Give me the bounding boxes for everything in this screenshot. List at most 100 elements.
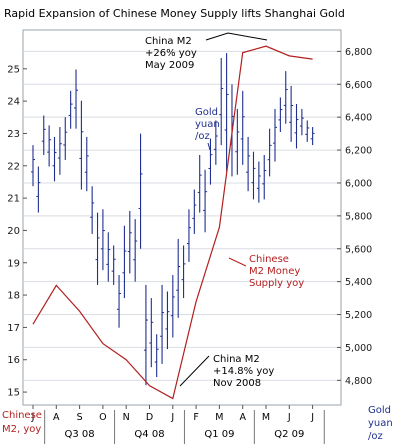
month-label: M bbox=[215, 412, 223, 423]
gold-bar bbox=[149, 298, 154, 368]
left-axis-ticks: 25 24 23 22 21 20 19 18 17 16 15 bbox=[7, 64, 27, 399]
gold-bar bbox=[310, 127, 315, 146]
gold-bar bbox=[186, 209, 191, 262]
right-tick-label: 5,400 bbox=[345, 277, 372, 288]
month-label: J bbox=[31, 412, 35, 423]
month-label: A bbox=[239, 412, 246, 423]
gold-bar bbox=[272, 108, 277, 162]
gold-bar bbox=[294, 104, 299, 149]
gold-bar bbox=[235, 108, 240, 175]
gold-bar bbox=[197, 155, 202, 213]
gold-bar bbox=[47, 125, 52, 167]
gold-bar bbox=[52, 136, 57, 182]
right-tick-label: 5,200 bbox=[345, 310, 372, 321]
annotation-leaders bbox=[179, 32, 268, 387]
quarter-label: Q1 09 bbox=[204, 429, 234, 440]
gold-bar bbox=[117, 275, 122, 328]
quarter-label: Q4 08 bbox=[134, 429, 164, 440]
quarter-label: Q2 09 bbox=[274, 429, 304, 440]
month-label: S bbox=[77, 412, 83, 423]
gold-bar bbox=[57, 127, 62, 175]
gold-bar bbox=[68, 90, 73, 129]
annotation-text: China M2 bbox=[213, 354, 260, 365]
gold-bar bbox=[283, 71, 288, 124]
gold-bar bbox=[299, 108, 304, 136]
gold-bar bbox=[213, 120, 218, 165]
left-tick-label: 20 bbox=[7, 226, 20, 237]
right-tick-label: 6,800 bbox=[345, 47, 372, 58]
gold-bar bbox=[133, 219, 138, 282]
left-tick-label: 21 bbox=[7, 194, 20, 205]
gold-bar bbox=[95, 212, 100, 285]
gold-bar bbox=[160, 284, 165, 364]
left-tick-label: 15 bbox=[7, 388, 20, 399]
month-label: A bbox=[53, 412, 60, 423]
left-tick-label: 24 bbox=[7, 97, 20, 108]
left-tick-label: 25 bbox=[7, 64, 20, 75]
month-label: O bbox=[99, 412, 106, 423]
gold-bar bbox=[127, 210, 132, 274]
left-tick-label: 23 bbox=[7, 129, 20, 140]
left-tick-label: 19 bbox=[7, 258, 20, 269]
right-tick-label: 6,600 bbox=[345, 80, 372, 91]
right-axis-label-line1: Gold bbox=[368, 405, 391, 416]
month-label: J bbox=[310, 412, 314, 423]
gold-bar bbox=[84, 136, 89, 192]
gold-bar bbox=[203, 169, 208, 233]
gold-bar bbox=[74, 69, 79, 129]
x-axis: J A S O N D J F M A M J J Q3 08 Q4 08 Q1 09 Q2 09 bbox=[31, 405, 325, 444]
chart-title: Rapid Expansion of Chinese Money Supply … bbox=[4, 7, 345, 20]
gold-bar bbox=[36, 166, 41, 213]
month-label: M bbox=[262, 412, 270, 423]
gold-bar bbox=[143, 284, 148, 386]
gold-bar bbox=[289, 85, 294, 142]
right-axis-label-line2: yuan bbox=[368, 418, 393, 429]
gold-bar bbox=[262, 155, 267, 200]
right-tick-label: 6,200 bbox=[345, 146, 372, 157]
right-tick-label: 5,600 bbox=[345, 244, 372, 255]
annotation-text: China M2 bbox=[145, 36, 192, 47]
gold-bar bbox=[31, 145, 35, 187]
gold-bar bbox=[41, 115, 46, 155]
annotation-leader-line bbox=[207, 142, 211, 151]
month-label: J bbox=[287, 412, 291, 423]
gold-bar bbox=[181, 245, 186, 299]
gold-price-bars bbox=[31, 53, 315, 386]
annotation-text: M2 Money bbox=[249, 266, 300, 277]
gold-bar bbox=[192, 189, 197, 234]
right-tick-label: 5,000 bbox=[345, 343, 372, 354]
gold-bar bbox=[267, 128, 272, 177]
quarter-label: Q3 08 bbox=[65, 429, 95, 440]
right-axis-ticks: 6,800 6,600 6,400 6,200 6,000 5,800 5,600 5,400… bbox=[337, 47, 372, 387]
right-tick-label: 6,000 bbox=[345, 178, 372, 189]
m2-yoy-line bbox=[32, 45, 313, 400]
month-label: F bbox=[193, 412, 198, 423]
annotation-text: +26% yoy bbox=[145, 48, 197, 59]
gold-bar bbox=[90, 186, 95, 234]
annotation-leader-line bbox=[228, 257, 247, 267]
gold-bar bbox=[256, 161, 261, 203]
annotation-text: yuan bbox=[195, 119, 220, 130]
gold-bar bbox=[111, 245, 116, 285]
right-tick-label: 5,800 bbox=[345, 211, 372, 222]
gold-bar bbox=[165, 291, 170, 350]
right-axis-label-line3: /oz bbox=[368, 431, 383, 442]
left-tick-label: 16 bbox=[7, 355, 20, 366]
left-tick-label: 17 bbox=[7, 323, 20, 334]
gold-bar bbox=[219, 57, 224, 146]
annotation-text: Gold bbox=[195, 107, 218, 118]
annotation-text: +14.8% yoy bbox=[213, 366, 274, 377]
left-axis-label-line2: M2, yoy bbox=[2, 424, 41, 435]
left-tick-label: 18 bbox=[7, 291, 20, 302]
annotation-text: Chinese bbox=[249, 254, 289, 265]
gold-bar bbox=[100, 209, 105, 271]
gold-bar bbox=[305, 120, 310, 142]
left-tick-label: 22 bbox=[7, 161, 20, 172]
